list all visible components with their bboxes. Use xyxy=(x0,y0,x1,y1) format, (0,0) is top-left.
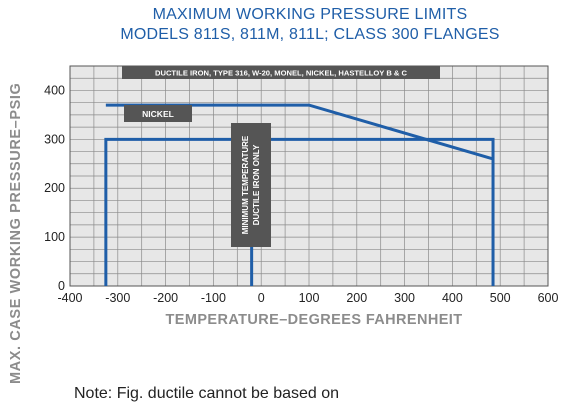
y-tick-label: 200 xyxy=(44,181,65,195)
min-temp-label-line: DUCTILE IRON ONLY xyxy=(252,144,261,225)
x-tick-label: 200 xyxy=(346,291,367,305)
x-tick-label: 500 xyxy=(490,291,511,305)
y-tick-label: 0 xyxy=(58,279,65,293)
x-tick-label: -400 xyxy=(57,291,82,305)
min-temp-label-line: MINIMUM TEMPERATURE xyxy=(241,135,250,234)
x-axis-label: TEMPERATURE–DEGREES FAHRENHEIT xyxy=(166,312,463,328)
x-tick-label: 600 xyxy=(538,291,559,305)
x-tick-label: 100 xyxy=(299,291,320,305)
material-banner xyxy=(122,66,440,79)
nickel-label: NICKEL xyxy=(142,109,174,119)
chart-subtitle: MODELS 811S, 811M, 811L; CLASS 300 FLANG… xyxy=(120,26,500,43)
x-tick-label: 300 xyxy=(394,291,415,305)
min-temp-label: MINIMUM TEMPERATURE DUCTILE IRON ONLY xyxy=(241,135,261,234)
y-tick-label: 100 xyxy=(44,230,65,244)
x-tick-label: -100 xyxy=(201,291,226,305)
pressure-temperature-chart: -400 -300 -200 -100 0 100 200 300 400 500 600 0 100 2… xyxy=(44,65,559,328)
material-banner-label: DUCTILE IRON, TYPE 316, W-20, MONEL, NIC… xyxy=(155,69,408,78)
chart-title: MAXIMUM WORKING PRESSURE LIMITS xyxy=(152,6,468,23)
series-line-1 xyxy=(104,137,495,286)
x-tick-label: 0 xyxy=(258,291,265,305)
x-tick-label: -200 xyxy=(153,291,178,305)
min-temp-label-box xyxy=(231,123,271,247)
y-tick-label: 400 xyxy=(44,83,65,97)
x-tick-label: -300 xyxy=(105,291,130,305)
x-tick-label: 400 xyxy=(442,291,463,305)
y-tick-label: 300 xyxy=(44,132,65,146)
nickel-label-box xyxy=(124,105,192,122)
